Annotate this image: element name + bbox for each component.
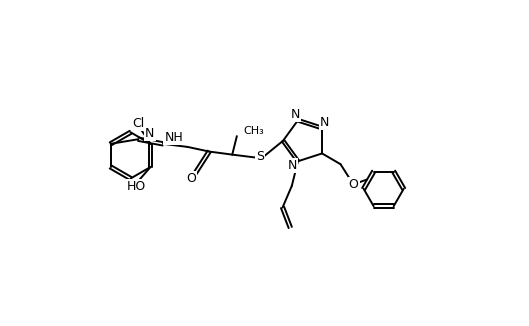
Text: NH: NH bbox=[165, 131, 183, 144]
Text: N: N bbox=[320, 116, 329, 129]
Text: CH₃: CH₃ bbox=[243, 126, 264, 136]
Text: O: O bbox=[187, 172, 196, 185]
Text: N: N bbox=[145, 126, 154, 140]
Text: N: N bbox=[288, 159, 297, 171]
Text: Cl: Cl bbox=[132, 117, 144, 129]
Text: N: N bbox=[291, 108, 300, 121]
Text: O: O bbox=[349, 178, 359, 191]
Text: HO: HO bbox=[127, 180, 147, 193]
Text: S: S bbox=[256, 150, 264, 163]
